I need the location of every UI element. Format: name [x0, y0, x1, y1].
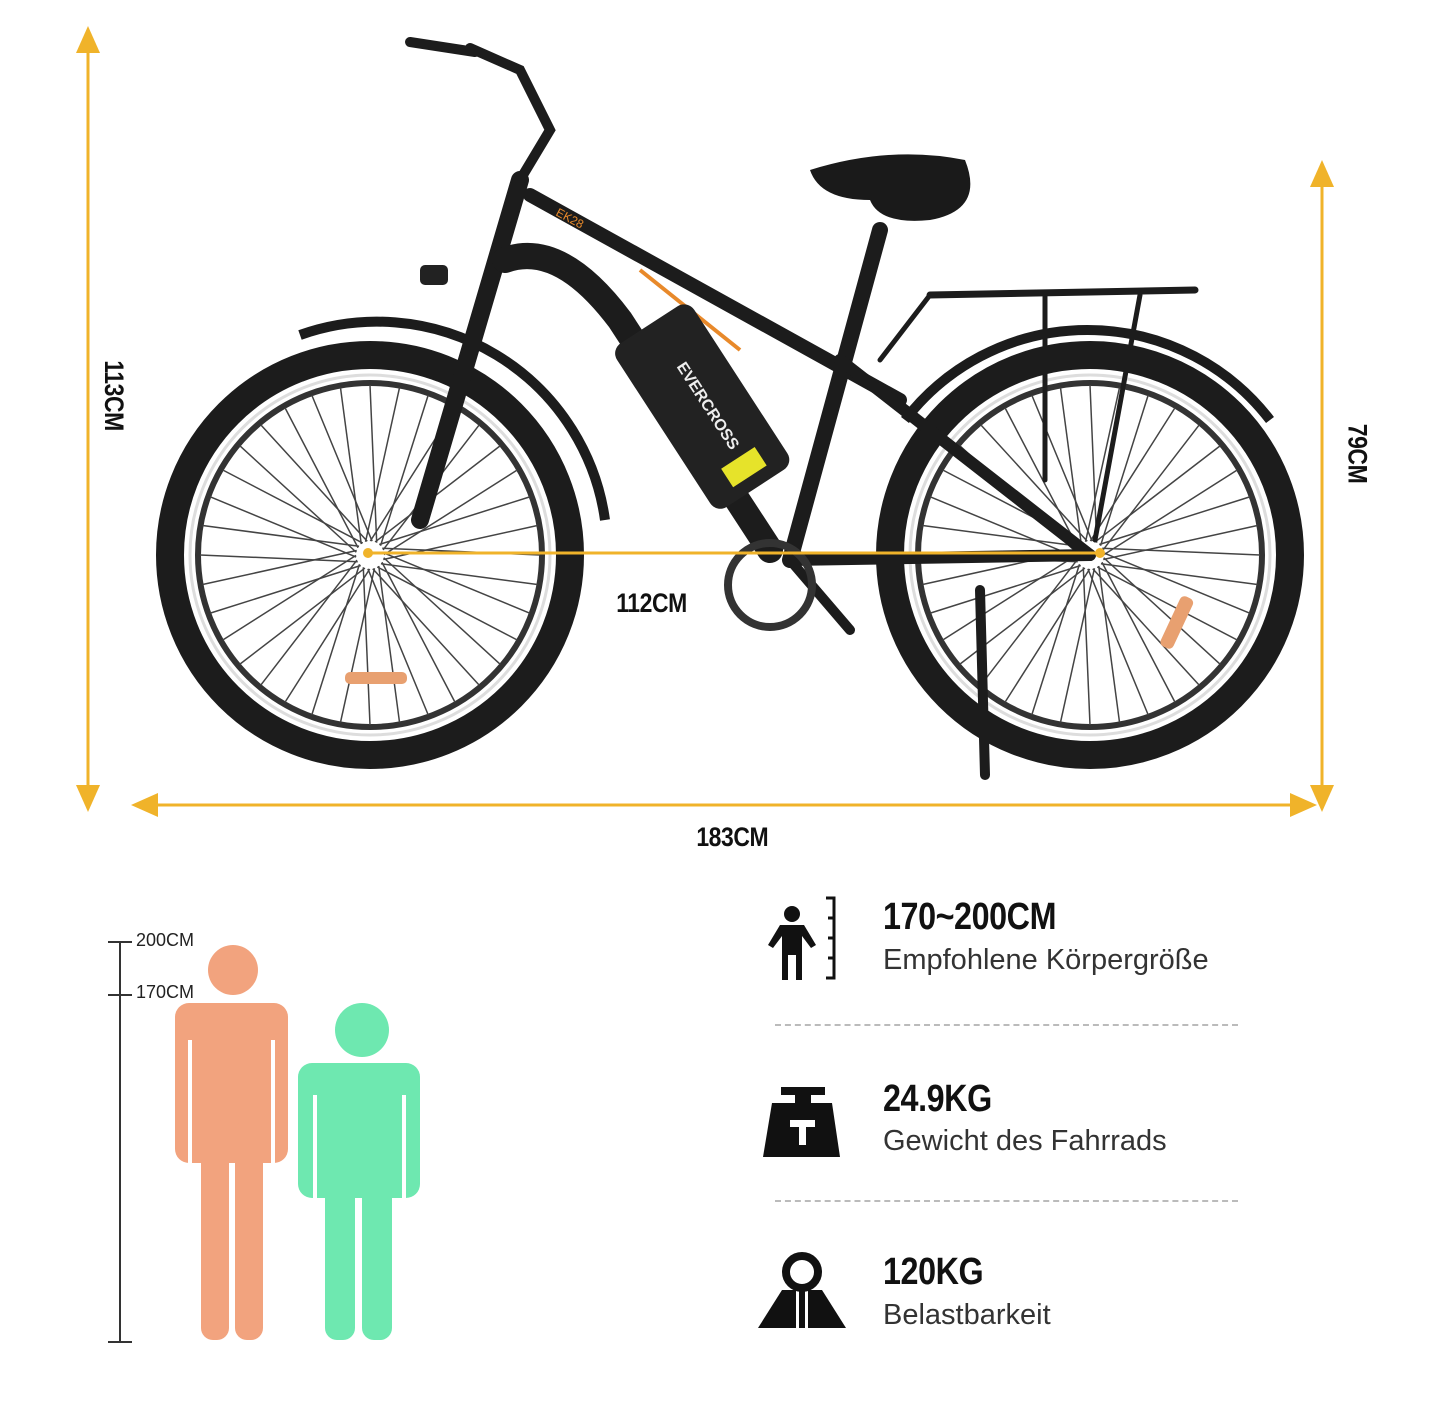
spoke: [922, 524, 1080, 548]
spoke: [1103, 524, 1258, 561]
spoke: [1059, 568, 1096, 723]
height-scale: [108, 941, 132, 1343]
spoke: [1089, 384, 1098, 543]
spoke: [311, 564, 361, 715]
recommended-height-value: 170~200CM: [883, 896, 1057, 938]
spoke: [209, 496, 357, 558]
spoke: [1103, 552, 1251, 614]
scale-bottom-label: 170CM: [136, 982, 195, 1002]
spoke: [202, 549, 357, 586]
spoke: [199, 554, 358, 563]
spoke: [1031, 394, 1093, 542]
spoke: [284, 568, 371, 703]
spoke: [1099, 496, 1250, 546]
spoke: [210, 564, 361, 614]
spoke: [239, 567, 366, 665]
spoke: [379, 395, 429, 546]
spoke: [1059, 387, 1083, 545]
spoke: [1101, 561, 1176, 703]
spoke: [1103, 557, 1221, 665]
saddle: [810, 154, 971, 221]
spoke: [1092, 568, 1200, 686]
spoke: [362, 567, 371, 726]
spoke: [260, 424, 368, 542]
spoke: [383, 552, 531, 614]
spoke: [374, 445, 501, 543]
spoke: [1004, 407, 1079, 549]
spoke: [372, 568, 480, 686]
spoke: [383, 469, 518, 556]
spoke: [1094, 445, 1221, 543]
spoke: [369, 384, 378, 543]
spoke: [1031, 564, 1081, 715]
spoke: [222, 554, 357, 641]
spoke: [1082, 567, 1091, 726]
spoke: [339, 568, 376, 723]
battery: EVERCROSS: [615, 304, 790, 509]
divider: [775, 1024, 1238, 1026]
bike-weight-label: Gewicht des Fahrrads: [883, 1125, 1167, 1157]
person-short-figure: [298, 1003, 420, 1340]
spoke: [942, 554, 1077, 641]
spoke: [364, 387, 401, 542]
spoke: [260, 559, 358, 686]
spoke: [980, 424, 1088, 542]
spoke: [1103, 469, 1238, 556]
spoke: [376, 566, 518, 641]
spoke: [339, 387, 363, 545]
spoke: [1102, 547, 1261, 556]
bike-frame: [405, 37, 1199, 780]
spoke: [202, 524, 360, 548]
spoke: [311, 394, 373, 542]
spoke: [381, 561, 456, 703]
spoke: [1096, 566, 1238, 641]
spoke: [1084, 387, 1121, 542]
scale-top-label: 200CM: [136, 930, 195, 950]
divider: [775, 1200, 1238, 1202]
height-label: 113CM: [99, 360, 130, 431]
recommended-height-label: Empfohlene Körpergröße: [883, 944, 1209, 976]
spoke: [222, 469, 364, 544]
spoke: [1102, 424, 1200, 551]
wheelbase-label: 112CM: [616, 588, 687, 618]
spoke: [379, 496, 530, 546]
seat-height-label: 79CM: [1342, 423, 1373, 484]
spoke: [383, 557, 501, 665]
spoke: [980, 559, 1078, 686]
load-capacity-value: 120KG: [883, 1251, 984, 1293]
spoke: [1097, 565, 1121, 723]
spoke: [1099, 395, 1149, 546]
front-wheel: [156, 341, 584, 769]
bike-weight-value: 24.9KG: [883, 1078, 992, 1120]
spoke: [929, 496, 1077, 558]
weight-icon: [763, 1087, 840, 1157]
spoke: [1089, 407, 1176, 542]
spoke: [377, 565, 401, 723]
spoke: [284, 407, 359, 549]
spoke: [1100, 562, 1258, 586]
person-tall-figure: [175, 945, 288, 1340]
spoke: [239, 445, 357, 553]
spoke: [1004, 568, 1091, 703]
spoke: [380, 562, 538, 586]
length-label: 183CM: [696, 822, 769, 852]
spoke: [367, 568, 429, 716]
spoke: [1087, 568, 1149, 716]
person-height-icon: [768, 896, 836, 980]
spoke: [930, 564, 1081, 614]
load-capacity-icon: [758, 1252, 846, 1328]
load-capacity-label: Belastbarkeit: [883, 1299, 1051, 1331]
